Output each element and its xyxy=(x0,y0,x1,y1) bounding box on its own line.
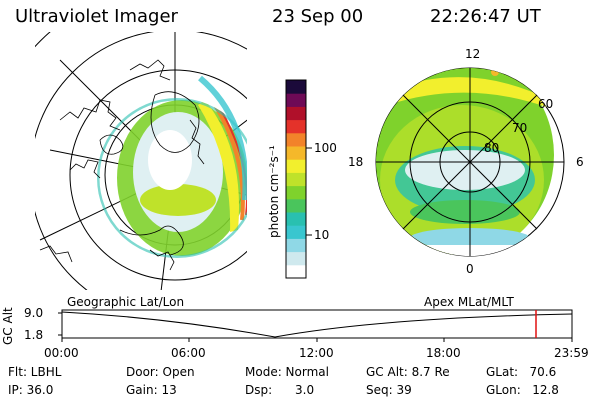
colorbar-band xyxy=(286,212,306,226)
mlt-label-18: 18 xyxy=(348,155,364,169)
colorbar-band xyxy=(286,185,306,200)
colorbar-band xyxy=(286,106,306,121)
colorbar-unit-label: photon cm⁻²s⁻¹ xyxy=(267,145,281,238)
timeline-xtick-0000: 00:00 xyxy=(44,346,79,360)
info-glon: GLon: 12.8 xyxy=(486,383,559,397)
colorbar-band xyxy=(286,238,306,253)
right-panel-caption: Apex MLat/MLT xyxy=(424,295,514,309)
colorbar-band xyxy=(286,198,306,213)
colorbar-tick-100: 100 xyxy=(314,141,337,155)
info-mode: Mode: Normal xyxy=(245,365,329,379)
timeline-xtick-2359: 23:59 xyxy=(554,346,589,360)
colorbar-frame xyxy=(285,79,307,279)
timeline-xtick-0600: 06:00 xyxy=(171,346,206,360)
left-panel-caption: Geographic Lat/Lon xyxy=(67,295,185,309)
colorbar-band xyxy=(286,93,306,107)
colorbar-band xyxy=(286,119,306,134)
timeline-xtick-1800: 18:00 xyxy=(426,346,461,360)
geographic-map xyxy=(35,32,247,290)
mlat-label-70: 70 xyxy=(512,121,528,135)
timeline-axis-label: GC Alt xyxy=(1,307,15,345)
info-glat: GLat: 70.6 xyxy=(486,365,557,379)
observation-time: 22:26:47 UT xyxy=(430,6,541,27)
observation-date: 23 Sep 00 xyxy=(272,6,364,27)
info-filter: Flt: LBHL xyxy=(8,365,62,379)
colorbar-band xyxy=(286,132,306,147)
mlat-label-80: 80 xyxy=(484,141,500,155)
mlt-label-0: 0 xyxy=(466,262,474,276)
timeline-xtick-1200: 12:00 xyxy=(299,346,334,360)
instrument-title: Ultraviolet Imager xyxy=(15,6,178,27)
colorbar-band xyxy=(286,159,306,173)
colorbar-band xyxy=(286,225,306,239)
colorbar-band xyxy=(286,251,306,266)
colorbar-band xyxy=(286,172,306,187)
info-door: Door: Open xyxy=(126,365,195,379)
info-ip: IP: 36.0 xyxy=(8,383,54,397)
gc-alt-timeline xyxy=(58,309,573,342)
mlt-label-6: 6 xyxy=(576,155,584,169)
colorbar xyxy=(286,80,306,279)
info-gc-alt: GC Alt: 8.7 Re xyxy=(366,365,450,379)
magnetic-polar-map xyxy=(375,67,565,257)
colorbar-tick-10: 10 xyxy=(314,228,330,242)
info-dsp: Dsp: 3.0 xyxy=(245,383,315,397)
timeline-ytick-high: 9.0 xyxy=(24,306,44,320)
colorbar-band xyxy=(286,80,306,94)
colorbar-band xyxy=(286,264,306,279)
mlat-label-60: 60 xyxy=(538,97,554,111)
mlt-label-12: 12 xyxy=(465,47,481,61)
info-seq: Seq: 39 xyxy=(366,383,412,397)
info-gain: Gain: 13 xyxy=(126,383,177,397)
timeline-ytick-low: 1.8 xyxy=(24,328,44,342)
colorbar-band xyxy=(286,146,306,160)
